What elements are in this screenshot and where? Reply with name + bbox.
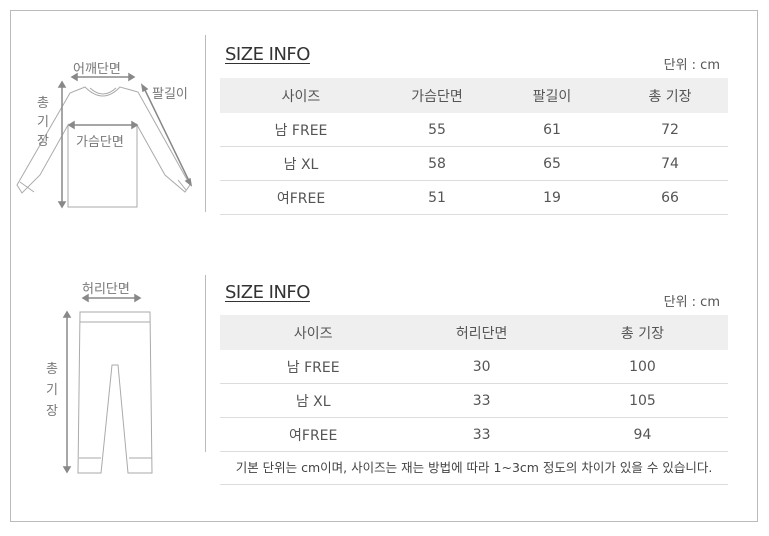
cell: 94 <box>556 417 728 452</box>
shirt-illustration <box>16 72 193 209</box>
table-row: 남 FREE 30 100 <box>220 350 728 384</box>
header-cell: 허리단면 <box>406 315 557 350</box>
cell: 58 <box>382 146 492 181</box>
header-cell: 사이즈 <box>220 78 382 113</box>
bottom-size-table: 사이즈 허리단면 총 기장 남 FREE 30 100 남 XL 33 105 여FREE 3… <box>220 315 728 452</box>
frame <box>10 10 758 522</box>
cell: 남 XL <box>220 383 407 418</box>
sleeve-label: 팔길이 <box>152 87 188 102</box>
cell: 여FREE <box>220 417 407 452</box>
cell: 55 <box>382 113 492 147</box>
divider <box>205 275 206 452</box>
chest-label: 가슴단면 <box>76 131 124 150</box>
total-label-2: 기 <box>46 383 58 398</box>
cell: 여FREE <box>220 180 382 215</box>
header-cell: 팔길이 <box>492 78 612 113</box>
cell: 72 <box>612 113 728 147</box>
table-row: 남 XL 33 105 <box>220 383 728 418</box>
header-cell: 총 기장 <box>612 78 728 113</box>
table-row: 여FREE 51 19 66 <box>220 180 728 215</box>
total-label-2: 기 <box>37 115 49 130</box>
top-size-table: 사이즈 가슴단면 팔길이 총 기장 남 FREE 55 61 72 남 XL 58 65 74 여… <box>220 78 728 215</box>
cell: 66 <box>612 180 728 215</box>
header-cell: 사이즈 <box>220 315 407 350</box>
table-row: 남 FREE 55 61 72 <box>220 113 728 147</box>
cell: 남 FREE <box>220 113 382 147</box>
cell: 105 <box>556 383 728 418</box>
total-label-3: 장 <box>37 134 49 149</box>
header-cell: 가슴단면 <box>382 78 492 113</box>
total-label-3: 장 <box>46 404 58 419</box>
table-row: 남 XL 58 65 74 <box>220 146 728 181</box>
cell: 19 <box>492 180 612 215</box>
cell: 33 <box>406 383 557 418</box>
table-header: 사이즈 허리단면 총 기장 <box>220 315 728 350</box>
cell: 33 <box>406 417 557 452</box>
measurement-note: 기본 단위는 cm이며, 사이즈는 재는 방법에 따라 1~3cm 정도의 차이… <box>220 457 728 485</box>
cell: 남 XL <box>220 146 382 181</box>
cell: 74 <box>612 146 728 181</box>
table-header: 사이즈 가슴단면 팔길이 총 기장 <box>220 78 728 113</box>
table-row: 여FREE 33 94 <box>220 417 728 452</box>
top-title: SIZE INFO <box>225 44 310 65</box>
cell: 남 FREE <box>220 350 407 384</box>
cell: 61 <box>492 113 612 147</box>
divider <box>205 35 206 212</box>
shoulder-label: 어깨단면 <box>73 62 121 77</box>
cell: 30 <box>406 350 557 384</box>
top-unit: 단위 : cm <box>663 58 720 73</box>
bottom-title: SIZE INFO <box>225 282 310 303</box>
cell: 100 <box>556 350 728 384</box>
total-label-1: 총 <box>37 96 49 111</box>
header-cell: 총 기장 <box>556 315 728 350</box>
cell: 51 <box>382 180 492 215</box>
cell: 65 <box>492 146 612 181</box>
bottom-unit: 단위 : cm <box>663 295 720 310</box>
waist-label: 허리단면 <box>82 282 130 297</box>
total-label-1: 총 <box>46 362 58 377</box>
pants-illustration <box>62 293 153 474</box>
